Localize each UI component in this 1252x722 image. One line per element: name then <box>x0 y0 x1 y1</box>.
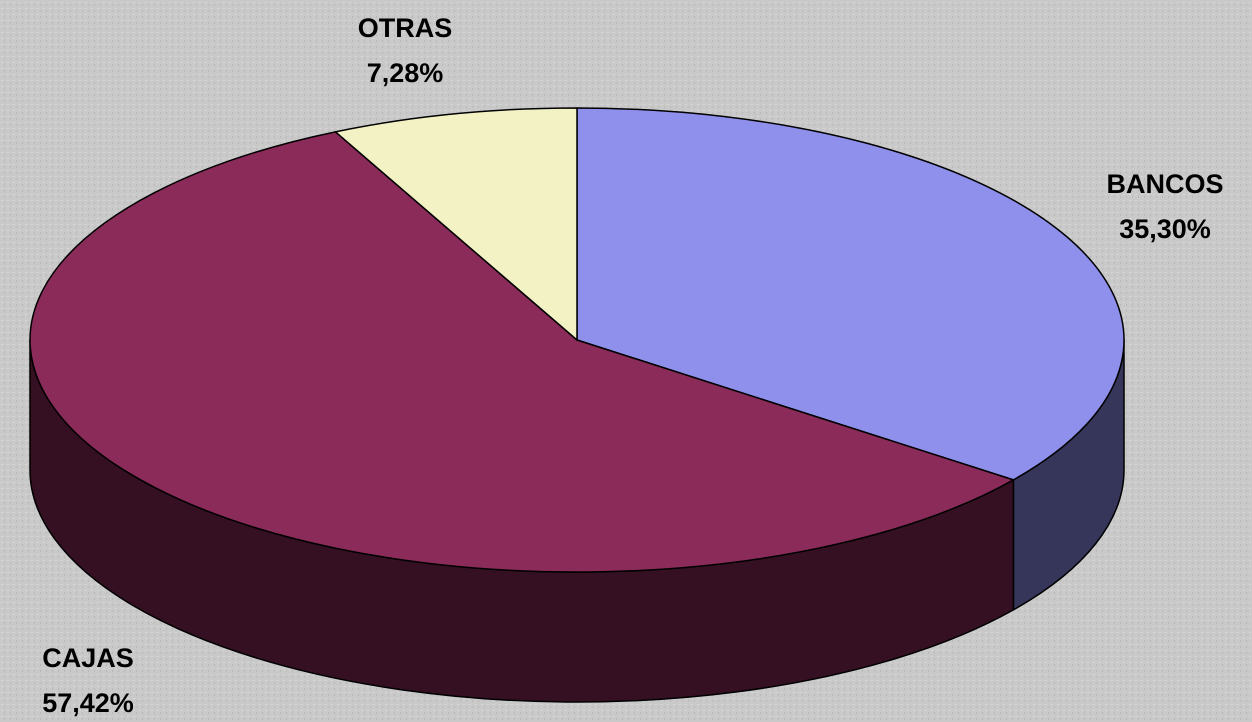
value-label: 35,30% <box>1119 214 1211 244</box>
value-label: 7,28% <box>367 58 444 88</box>
slice <box>576 107 1125 481</box>
slice-label: OTRAS <box>358 13 453 43</box>
slice-label: BANCOS <box>1106 169 1223 199</box>
slice <box>334 107 578 341</box>
slice <box>29 131 1015 573</box>
slice-label: CAJAS <box>42 643 134 673</box>
value-label: 57,42% <box>42 688 134 718</box>
